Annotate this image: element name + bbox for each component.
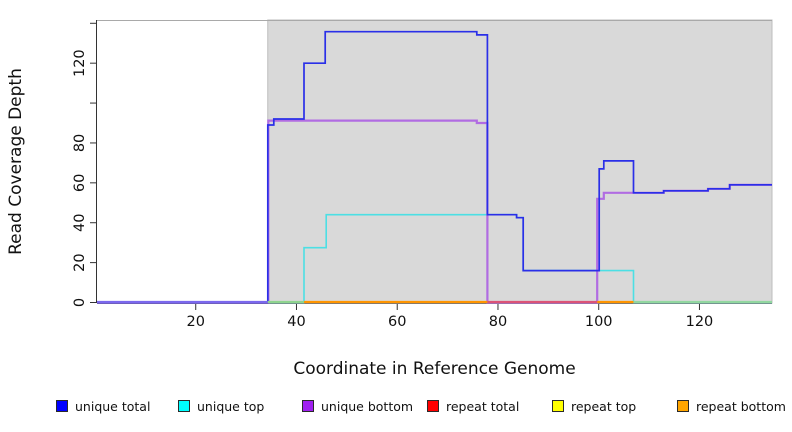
legend-swatch-unique-total-icon xyxy=(56,400,68,412)
y-tick-label: 20 xyxy=(72,253,88,271)
y-tick-label: 40 xyxy=(72,213,88,231)
legend-label-repeat-bottom: repeat bottom xyxy=(696,398,786,414)
x-tick-label: 120 xyxy=(686,314,714,330)
legend-item-repeat-bottom: repeat bottom xyxy=(677,397,786,415)
y-tick-label: 120 xyxy=(72,49,88,77)
legend-label-repeat-top: repeat top xyxy=(571,398,637,414)
legend: unique total unique top unique bottom re… xyxy=(0,397,792,419)
x-tick-label: 60 xyxy=(388,314,406,330)
legend-label-repeat-total: repeat total xyxy=(446,398,520,414)
x-tick-label: 20 xyxy=(187,314,205,330)
plot-canvas: 20 40 60 80 100 120 0 20 40 60 80 120 Coordinate in … xyxy=(6,19,773,379)
legend-swatch-unique-top-icon xyxy=(178,400,190,412)
x-tick-label: 80 xyxy=(489,314,507,330)
legend-item-repeat-top: repeat top xyxy=(552,397,636,415)
legend-item-unique-total: unique total xyxy=(56,397,150,415)
legend-item-unique-bottom: unique bottom xyxy=(302,397,413,415)
y-tick-label: 80 xyxy=(72,134,88,152)
legend-swatch-repeat-total-icon xyxy=(427,400,439,412)
series-line-unique-total xyxy=(97,30,772,304)
x-tick-label: 40 xyxy=(287,314,305,330)
legend-label-unique-top: unique top xyxy=(197,398,265,414)
y-tick-label: 0 xyxy=(72,298,88,307)
y-tick-label: 60 xyxy=(72,174,88,192)
x-axis-title: Coordinate in Reference Genome xyxy=(293,359,575,379)
legend-label-unique-bottom: unique bottom xyxy=(321,398,414,414)
x-tick-label: 100 xyxy=(585,314,613,330)
legend-swatch-repeat-top-icon xyxy=(552,400,564,412)
legend-item-unique-top: unique top xyxy=(178,397,264,415)
legend-item-repeat-total: repeat total xyxy=(427,397,519,415)
legend-swatch-repeat-bottom-icon xyxy=(677,400,689,412)
legend-label-unique-total: unique total xyxy=(75,398,151,414)
legend-swatch-unique-bottom-icon xyxy=(302,400,314,412)
y-axis-title: Read Coverage Depth xyxy=(6,68,26,255)
shaded-repeat-region xyxy=(267,19,773,304)
